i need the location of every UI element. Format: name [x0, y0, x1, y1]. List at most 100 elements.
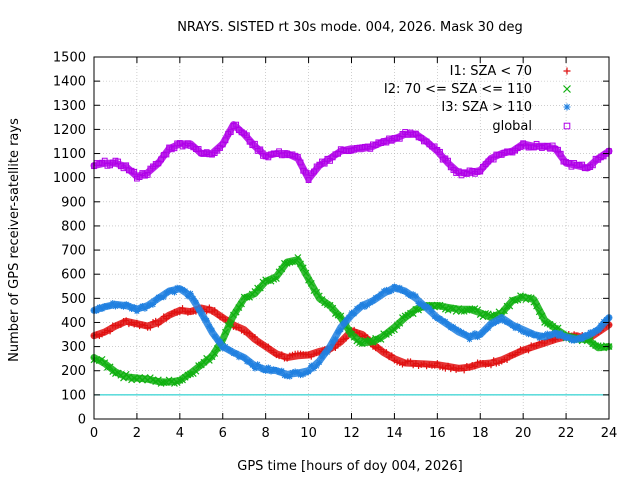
- data-point: [192, 299, 199, 306]
- data-point: [158, 317, 165, 324]
- data-point: [272, 275, 280, 282]
- legend-marker-2: [563, 85, 571, 93]
- data-point: [415, 362, 422, 369]
- data-point: [500, 307, 508, 315]
- data-point: [469, 331, 476, 338]
- data-point: [482, 326, 489, 333]
- data-point: [437, 148, 443, 155]
- data-point: [106, 363, 114, 371]
- data-point: [292, 368, 299, 375]
- data-point: [447, 366, 454, 373]
- data-point: [589, 330, 596, 337]
- data-point: [592, 327, 599, 334]
- data-point: [461, 330, 468, 337]
- data-point: [506, 302, 514, 310]
- data-point: [517, 346, 524, 353]
- data-point: [343, 335, 350, 342]
- data-point: [179, 305, 186, 312]
- data-point: [455, 327, 462, 334]
- data-point: [265, 364, 272, 371]
- data-point: [546, 332, 553, 339]
- data-point: [171, 289, 178, 296]
- data-point: [147, 324, 154, 331]
- y-tick-label: 1500: [53, 51, 86, 66]
- data-point: [493, 360, 500, 367]
- data-point: [200, 315, 207, 322]
- data-point: [426, 304, 433, 311]
- data-point: [514, 323, 521, 330]
- data-point: [474, 306, 481, 314]
- data-point: [262, 367, 269, 374]
- data-point: [187, 290, 194, 297]
- data-point: [214, 336, 221, 343]
- data-point: [369, 297, 376, 304]
- data-point: [409, 310, 417, 318]
- data-point: [139, 303, 146, 310]
- data-point: [337, 312, 345, 320]
- data-point: [222, 328, 229, 336]
- y-tick-label: 500: [61, 292, 86, 307]
- data-point: [445, 321, 452, 328]
- data-point: [563, 335, 570, 342]
- data-point: [286, 258, 294, 266]
- data-point: [375, 293, 382, 300]
- data-point: [299, 264, 307, 272]
- data-point: [372, 294, 379, 301]
- data-point: [235, 354, 242, 361]
- data-point: [163, 289, 170, 296]
- series-4: [90, 121, 613, 183]
- data-point: [278, 265, 286, 273]
- data-point: [289, 351, 296, 358]
- data-point: [533, 342, 540, 349]
- data-point: [321, 350, 328, 357]
- data-point: [458, 329, 465, 336]
- data-point: [265, 343, 272, 350]
- data-point: [268, 368, 275, 375]
- data-point: [190, 295, 197, 302]
- tick-layer: 0 2 4 6 8 10 12 14 16 18 20 22 240100200300400500600…: [53, 51, 617, 442]
- data-point: [133, 308, 140, 315]
- data-point: [509, 352, 516, 359]
- data-point: [394, 359, 401, 366]
- data-point: [192, 367, 200, 375]
- data-point: [350, 333, 358, 341]
- data-point: [555, 333, 562, 340]
- data-point: [471, 363, 478, 370]
- data-point: [490, 357, 497, 364]
- data-point: [404, 291, 411, 298]
- data-point: [101, 359, 109, 367]
- data-point: [557, 329, 564, 336]
- y-tick-label: 300: [61, 340, 86, 355]
- data-point: [125, 302, 132, 309]
- data-point: [154, 376, 162, 384]
- data-point: [203, 308, 210, 315]
- data-point: [163, 151, 170, 158]
- data-point: [302, 370, 309, 377]
- data-point: [131, 168, 138, 175]
- data-point: [227, 129, 234, 135]
- data-point: [166, 288, 173, 295]
- data-point: [117, 321, 124, 328]
- data-point: [565, 334, 572, 341]
- data-point: [281, 372, 288, 379]
- data-point: [353, 305, 360, 312]
- data-point: [289, 258, 296, 266]
- data-point: [374, 335, 382, 343]
- data-point: [270, 349, 277, 356]
- y-tick-label: 1200: [53, 123, 86, 138]
- legend-label-i3: I3: SZA > 110: [441, 100, 532, 115]
- data-point: [243, 293, 251, 301]
- data-point: [439, 364, 446, 371]
- data-point: [364, 302, 371, 309]
- data-point: [327, 344, 334, 351]
- data-point: [203, 317, 210, 324]
- data-point: [603, 316, 610, 323]
- legend-marker-1: [563, 67, 571, 75]
- data-point: [238, 300, 245, 308]
- data-point: [179, 286, 186, 293]
- data-point: [171, 308, 178, 315]
- data-point: [240, 293, 248, 301]
- y-tick-label: 800: [61, 219, 86, 234]
- data-point: [442, 365, 449, 372]
- data-point: [525, 331, 532, 338]
